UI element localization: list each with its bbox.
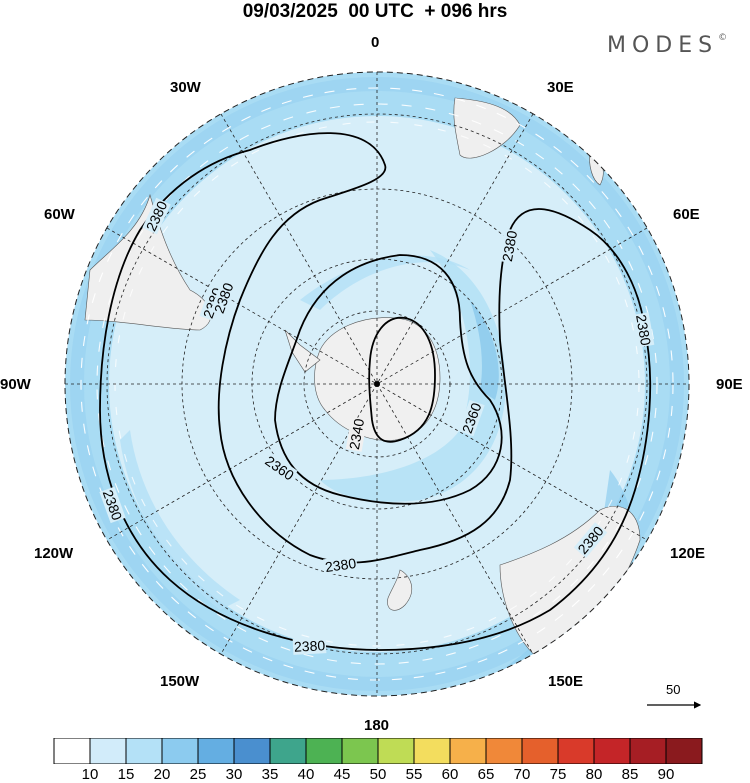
lon-label-150w: 150W bbox=[160, 673, 200, 690]
contour-2360 bbox=[274, 254, 503, 505]
antarctic-peninsula bbox=[284, 329, 321, 373]
colorbar-swatch bbox=[341, 738, 379, 764]
contours bbox=[99, 132, 652, 651]
colorbar-swatch bbox=[449, 738, 487, 764]
colorbar-tick-label: 60 bbox=[441, 766, 459, 783]
lon-label-120e: 120E bbox=[670, 545, 706, 562]
africa bbox=[453, 97, 521, 159]
colorbar-tick-label: 40 bbox=[297, 766, 315, 783]
colorbar-swatch bbox=[233, 738, 271, 764]
forecast-title: 09/03/2025 00 UTC + 096 hrs bbox=[242, 1, 508, 22]
lon-label-90e: 90E bbox=[716, 376, 743, 393]
new-zealand bbox=[387, 569, 413, 611]
south-america bbox=[84, 193, 212, 331]
colorbar-tick-label: 65 bbox=[477, 766, 495, 783]
reference-vector-label: 50 bbox=[666, 682, 681, 697]
colorbar-swatch bbox=[377, 738, 415, 764]
contour-2340 bbox=[368, 316, 436, 443]
colorbar-tick-label: 85 bbox=[621, 766, 639, 783]
colorbar-tick-label: 75 bbox=[549, 766, 567, 783]
colorbar-tick-label: 25 bbox=[189, 766, 207, 783]
colorbar-swatch bbox=[161, 738, 199, 764]
colorbar-tick-label: 50 bbox=[369, 766, 387, 783]
colorbar-swatch bbox=[197, 738, 235, 764]
colorbar-swatch bbox=[89, 738, 127, 764]
wind-core-inner bbox=[320, 250, 506, 502]
map-boundary bbox=[64, 71, 690, 697]
brand-logo: MODES© bbox=[607, 33, 728, 58]
contour-2380-outer bbox=[99, 132, 652, 651]
colorbar-tick-label: 45 bbox=[333, 766, 351, 783]
lon-label-150e: 150E bbox=[548, 673, 584, 690]
colorbar-swatch bbox=[629, 738, 667, 764]
colorbar-tick-label: 30 bbox=[225, 766, 243, 783]
colorbar-tick-label: 20 bbox=[153, 766, 171, 783]
colorbar-tick-label: 70 bbox=[513, 766, 531, 783]
lon-label-0: 0 bbox=[371, 34, 380, 51]
lon-label-60e: 60E bbox=[673, 206, 700, 223]
lon-label-120w: 120W bbox=[34, 545, 74, 562]
colorbar-tick-label: 35 bbox=[261, 766, 279, 783]
colorbar-tick-label: 10 bbox=[81, 766, 99, 783]
colorbar-swatch bbox=[557, 738, 595, 764]
colorbar-swatch bbox=[665, 738, 703, 764]
lon-label-180: 180 bbox=[364, 717, 390, 734]
colorbar-swatch bbox=[305, 738, 343, 764]
colorbar-swatch bbox=[125, 738, 163, 764]
lon-label-30w: 30W bbox=[170, 79, 201, 96]
lon-label-30e: 30E bbox=[547, 79, 574, 96]
colorbar-swatch bbox=[413, 738, 451, 764]
colorbar-tick-label: 55 bbox=[405, 766, 423, 783]
lon-label-60w: 60W bbox=[44, 206, 75, 223]
lon-label-90w: 90W bbox=[0, 376, 31, 393]
colorbar-tick-label: 15 bbox=[117, 766, 135, 783]
colorbar-swatch bbox=[485, 738, 523, 764]
colorbar-swatch bbox=[53, 738, 91, 764]
colorbar-swatch bbox=[269, 738, 307, 764]
colorbar-tick-label: 90 bbox=[657, 766, 675, 783]
colorbar-swatch bbox=[521, 738, 559, 764]
colorbar-swatch bbox=[593, 738, 631, 764]
graticule bbox=[65, 72, 689, 696]
colorbar bbox=[53, 738, 703, 764]
pole-marker bbox=[374, 381, 380, 387]
colorbar-tick-label: 80 bbox=[585, 766, 603, 783]
